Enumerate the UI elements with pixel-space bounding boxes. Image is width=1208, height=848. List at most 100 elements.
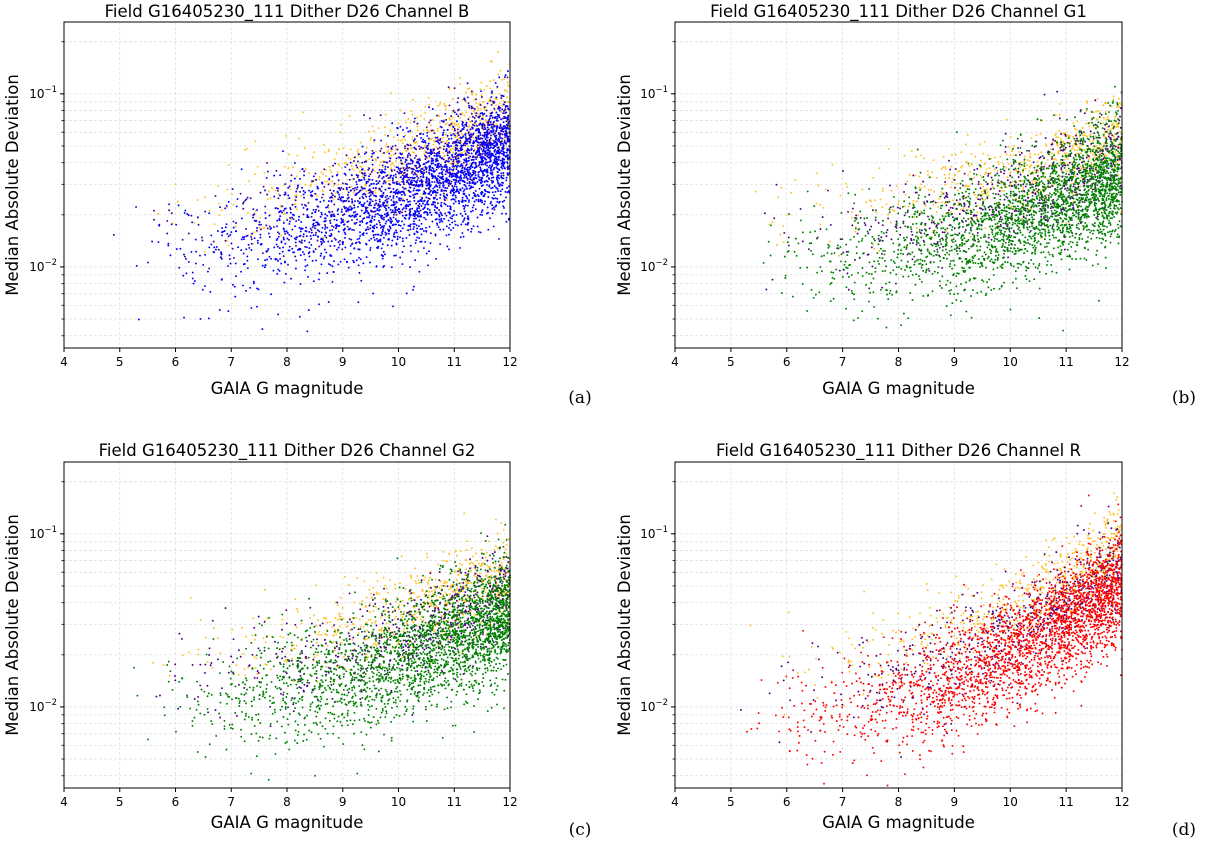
data-point-orange [927, 188, 930, 191]
data-point-purple [997, 193, 1000, 196]
data-point-purple [444, 142, 447, 145]
data-point-channel [260, 243, 263, 245]
data-point-orange [780, 186, 783, 189]
data-point-purple [501, 133, 504, 136]
data-point-purple [380, 139, 382, 142]
data-point-purple [284, 232, 287, 235]
data-point-purple [366, 206, 369, 209]
data-point-orange [217, 184, 219, 187]
data-point-channel [167, 242, 170, 245]
data-point-purple [994, 193, 997, 196]
data-point-channel [371, 178, 374, 181]
data-point-channel [479, 154, 482, 156]
data-point-channel [248, 246, 251, 249]
data-point-channel [331, 280, 334, 283]
data-point-channel [485, 158, 488, 161]
data-point-channel [358, 237, 361, 240]
data-point-channel [465, 168, 468, 171]
data-point-channel [253, 237, 256, 240]
data-point-channel [395, 201, 398, 204]
data-point-channel [369, 224, 372, 227]
data-point-channel [379, 188, 382, 191]
data-point-purple [899, 226, 902, 229]
data-point-channel [496, 113, 499, 116]
data-point-channel [411, 160, 414, 163]
data-point-channel [425, 146, 428, 149]
data-point-channel [321, 182, 324, 185]
data-point-orange [157, 212, 160, 215]
data-point-purple [370, 170, 373, 173]
data-point-orange [424, 144, 427, 147]
data-point-orange [213, 223, 216, 226]
data-point-purple [400, 172, 403, 175]
data-point-channel [320, 263, 323, 266]
data-point-channel [352, 259, 355, 262]
data-point-channel [302, 233, 305, 236]
data-point-channel [428, 165, 431, 168]
data-point-orange [1118, 106, 1121, 109]
data-point-channel [374, 194, 377, 197]
x-tick-label: 10 [391, 355, 406, 369]
data-point-purple [1043, 93, 1046, 96]
data-point-channel [386, 214, 389, 217]
data-point-channel [320, 252, 323, 255]
data-point-channel [370, 190, 373, 193]
data-point-orange [427, 96, 430, 99]
data-point-channel [448, 145, 451, 148]
data-point-channel [425, 176, 428, 179]
data-point-channel [474, 193, 476, 196]
data-point-channel [183, 212, 186, 214]
data-point-channel [298, 240, 301, 243]
data-point-purple [472, 123, 474, 126]
data-point-orange [437, 115, 440, 118]
data-point-purple [501, 137, 504, 140]
data-point-orange [914, 174, 917, 177]
data-point-channel [483, 195, 486, 197]
data-point-channel [220, 278, 223, 281]
data-point-channel [285, 230, 288, 233]
data-point-channel [306, 275, 309, 278]
data-point-channel [426, 145, 429, 147]
data-point-channel [270, 293, 273, 296]
data-point-channel [392, 191, 395, 194]
data-point-channel [306, 264, 309, 267]
data-point-channel [504, 126, 507, 129]
data-point-channel [337, 213, 339, 216]
data-point-channel [409, 195, 412, 198]
data-point-orange [1093, 111, 1095, 114]
data-point-orange [351, 167, 354, 170]
data-point-purple [990, 238, 993, 241]
data-point-purple [442, 158, 445, 161]
scatter-plot-svg: Field G16405230_111 Dither D26 Channel B… [3, 2, 592, 408]
data-point-channel [492, 147, 495, 149]
data-point-channel [304, 258, 307, 261]
data-point-channel [438, 218, 441, 221]
data-point-orange [293, 203, 296, 206]
data-point-channel [495, 96, 498, 99]
data-point-purple [924, 222, 927, 225]
data-point-channel [320, 213, 323, 216]
data-point-channel [336, 248, 339, 251]
data-point-channel [375, 237, 378, 240]
data-point-channel [426, 134, 429, 137]
data-point-channel [340, 217, 343, 220]
data-point-channel [157, 241, 160, 243]
data-point-orange [458, 126, 461, 128]
data-point-channel [365, 180, 368, 183]
data-point-purple [323, 168, 326, 171]
data-point-channel [409, 186, 412, 189]
data-point-purple [953, 179, 956, 181]
data-point-channel [443, 129, 445, 132]
data-point-channel [316, 223, 319, 226]
data-point-orange [994, 156, 997, 159]
data-point-orange [990, 181, 993, 184]
data-point-orange [451, 98, 454, 101]
data-point-channel [405, 159, 408, 162]
data-point-channel [331, 175, 334, 178]
data-point-channel [378, 168, 381, 171]
data-point-channel [490, 154, 493, 156]
data-point-channel [485, 179, 488, 182]
data-point-channel [342, 218, 345, 221]
data-point-channel [302, 193, 305, 196]
data-point-channel [394, 235, 396, 238]
